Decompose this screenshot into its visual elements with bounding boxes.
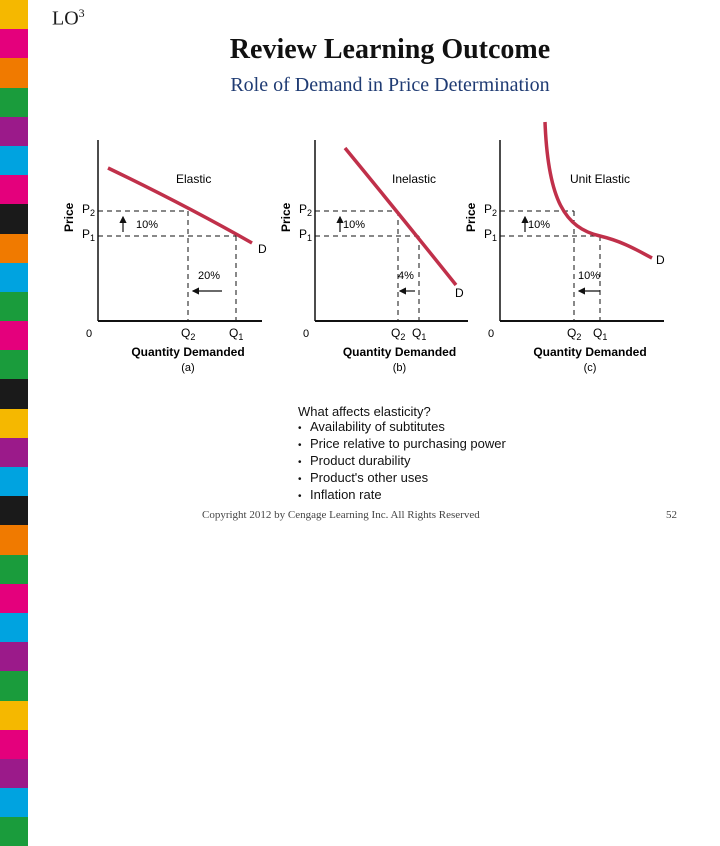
stripe-block — [0, 496, 28, 526]
price-change-label: 10% — [136, 219, 158, 231]
copyright-text: Copyright 2012 by Cengage Learning Inc. … — [202, 509, 480, 521]
demand-curve — [107, 166, 253, 245]
stripe-block — [0, 642, 28, 672]
q1-label: Q1 — [412, 326, 426, 342]
stripe-block — [0, 554, 28, 584]
price-change-label: 10% — [343, 219, 365, 231]
stripe-block — [0, 87, 28, 117]
q2-label: Q2 — [391, 326, 405, 342]
stripe-block — [0, 729, 28, 759]
x-axis-label: Quantity Demanded — [131, 345, 244, 359]
stripe-block — [0, 175, 28, 205]
p2-label: P2 — [82, 202, 95, 218]
stripe-block — [0, 321, 28, 351]
demand-label: D — [656, 253, 665, 267]
factor-item: Product's other uses — [298, 470, 506, 487]
price-change-label: 10% — [528, 219, 550, 231]
factor-item: Inflation rate — [298, 487, 506, 504]
y-axis-label: Price — [279, 202, 293, 232]
stripe-block — [0, 437, 28, 467]
demand-label: D — [258, 242, 267, 256]
q1-label: Q1 — [229, 326, 243, 342]
slide-title: Review Learning Outcome — [229, 34, 551, 65]
y-axis-label: Price — [62, 202, 76, 232]
learning-outcome-label: LO3 — [52, 6, 85, 30]
stripe-block — [0, 291, 28, 322]
origin-label: 0 — [303, 328, 309, 340]
stripe-block — [0, 408, 28, 438]
x-axis-label: Quantity Demanded — [533, 345, 646, 359]
stripe-block — [0, 612, 28, 643]
q2-label: Q2 — [181, 326, 195, 342]
slide-subtitle: Role of Demand in Price Determination — [230, 74, 550, 96]
demand-curve — [543, 121, 653, 260]
elasticity-charts: Elastic 10% 20% D P2 P1 Q2 Q1 0 Price Quantity Dem… — [62, 121, 665, 374]
stripe-block — [0, 58, 28, 88]
factor-item: Price relative to purchasing power — [298, 436, 506, 453]
p1-label: P1 — [82, 227, 95, 243]
stripe-block — [0, 671, 28, 701]
curve-label: Unit Elastic — [570, 172, 630, 186]
panel-label: (a) — [181, 362, 194, 374]
q1-label: Q1 — [593, 326, 607, 342]
stripe-block — [0, 233, 28, 263]
stripe-block — [0, 116, 28, 146]
stripe-block — [0, 0, 28, 30]
origin-label: 0 — [488, 328, 494, 340]
curve-label: Elastic — [176, 172, 211, 186]
stripe-block — [0, 379, 28, 409]
stripe-block — [0, 467, 28, 497]
quantity-change-label: 20% — [198, 270, 220, 282]
q2-label: Q2 — [567, 326, 581, 342]
page-number: 52 — [666, 509, 677, 521]
curve-label: Inelastic — [392, 172, 436, 186]
demand-label: D — [455, 286, 464, 300]
stripe-block — [0, 350, 28, 380]
p2-label: P2 — [299, 202, 312, 218]
factor-item: Availability of subtitutes — [298, 419, 506, 436]
elasticity-factors: What affects elasticity? Availability of… — [298, 404, 506, 504]
origin-label: 0 — [86, 328, 92, 340]
quantity-change-label: 4% — [398, 270, 414, 282]
stripe-block — [0, 29, 28, 59]
y-axis-label: Price — [464, 202, 478, 232]
panel-label: (b) — [393, 362, 406, 374]
panel-label: (c) — [584, 362, 597, 374]
factors-list: Availability of subtitutes Price relativ… — [298, 419, 506, 504]
p2-label: P2 — [484, 202, 497, 218]
p1-label: P1 — [299, 227, 312, 243]
stripe-block — [0, 758, 28, 789]
demand-curve — [343, 146, 458, 287]
x-axis-label: Quantity Demanded — [343, 345, 456, 359]
stripe-block — [0, 204, 28, 234]
p1-label: P1 — [484, 227, 497, 243]
stripe-block — [0, 583, 28, 613]
factor-item: Product durability — [298, 453, 506, 470]
stripe-block — [0, 817, 28, 846]
stripe-block — [0, 262, 28, 292]
factors-question: What affects elasticity? — [298, 404, 431, 419]
stripe-block — [0, 145, 28, 176]
quantity-change-label: 10% — [578, 270, 600, 282]
stripe-block — [0, 700, 28, 730]
stripe-block — [0, 788, 28, 818]
